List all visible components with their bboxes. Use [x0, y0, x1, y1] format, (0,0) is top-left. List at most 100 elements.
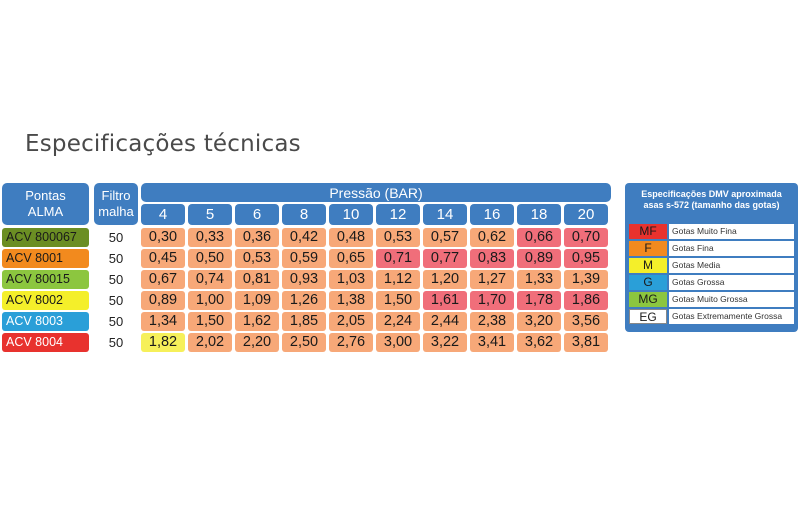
value-cell: 2,76	[329, 333, 373, 352]
legend-label: Gotas Muito Fina	[669, 224, 794, 239]
value-cell: 0,66	[517, 228, 561, 247]
value-cell: 1,38	[329, 291, 373, 310]
value-cell: 3,56	[564, 312, 608, 331]
legend-label: Gotas Muito Grossa	[669, 292, 794, 307]
value-cell: 3,20	[517, 312, 561, 331]
legend-item: MG Gotas Muito Grossa	[629, 292, 794, 307]
value-cell: 0,77	[423, 249, 467, 268]
row-label: ACV 8002	[2, 291, 89, 310]
value-cell: 0,62	[470, 228, 514, 247]
value-cell: 0,59	[282, 249, 326, 268]
legend-label: Gotas Grossa	[669, 275, 794, 290]
legend-item: M Gotas Media	[629, 258, 794, 273]
filtro-value: 50	[108, 335, 124, 350]
value-cell: 1,70	[470, 291, 514, 310]
value-cell: 0,93	[282, 270, 326, 289]
value-cell: 0,74	[188, 270, 232, 289]
value-cell: 0,65	[329, 249, 373, 268]
value-cell: 1,50	[376, 291, 420, 310]
value-cell: 0,53	[376, 228, 420, 247]
pontas-header: Pontas ALMA	[2, 183, 89, 225]
filtro-value: 50	[108, 251, 124, 266]
value-cell: 1,27	[470, 270, 514, 289]
row-label: ACV 8004	[2, 333, 89, 352]
value-cell: 2,24	[376, 312, 420, 331]
legend-code: EG	[629, 309, 667, 324]
value-cell: 0,83	[470, 249, 514, 268]
value-cell: 1,78	[517, 291, 561, 310]
value-cell: 1,20	[423, 270, 467, 289]
value-cell: 1,61	[423, 291, 467, 310]
value-cell: 2,02	[188, 333, 232, 352]
value-cell: 0,81	[235, 270, 279, 289]
value-cell: 1,86	[564, 291, 608, 310]
legend-code: MG	[629, 292, 667, 307]
legend-item: F Gotas Fina	[629, 241, 794, 256]
row-label: ACV 800067	[2, 228, 89, 247]
value-cell: 0,70	[564, 228, 608, 247]
legend-title-line1: Especificações DMV aproximada	[641, 189, 782, 199]
row-label: ACV 8003	[2, 312, 89, 331]
pressure-col-header: 18	[517, 204, 561, 225]
legend-label: Gotas Media	[669, 258, 794, 273]
pontas-header-line2: ALMA	[27, 204, 64, 219]
value-cell: 3,22	[423, 333, 467, 352]
value-cell: 0,42	[282, 228, 326, 247]
legend-item: EG Gotas Extremamente Grossa	[629, 309, 794, 324]
legend-code: MF	[629, 224, 667, 239]
pressure-col-header: 12	[376, 204, 420, 225]
value-cell: 1,33	[517, 270, 561, 289]
value-cell: 0,95	[564, 249, 608, 268]
value-cell: 0,30	[141, 228, 185, 247]
pressure-col-header: 8	[282, 204, 326, 225]
value-cell: 0,71	[376, 249, 420, 268]
value-cell: 1,12	[376, 270, 420, 289]
value-cell: 0,50	[188, 249, 232, 268]
row-label: ACV 8001	[2, 249, 89, 268]
value-cell: 3,41	[470, 333, 514, 352]
filtro-value: 50	[108, 272, 124, 287]
value-cell: 2,44	[423, 312, 467, 331]
value-cell: 2,38	[470, 312, 514, 331]
value-cell: 2,50	[282, 333, 326, 352]
value-cell: 1,62	[235, 312, 279, 331]
value-cell: 2,20	[235, 333, 279, 352]
filtro-value: 50	[108, 230, 124, 245]
value-cell: 1,39	[564, 270, 608, 289]
legend-code: G	[629, 275, 667, 290]
legend-code: M	[629, 258, 667, 273]
value-cell: 1,50	[188, 312, 232, 331]
pressure-col-header: 6	[235, 204, 279, 225]
legend-panel: Especificações DMV aproximada asas s-572…	[625, 183, 798, 332]
page-title: Especificações técnicas	[25, 131, 301, 157]
filtro-value: 50	[108, 293, 124, 308]
value-cell: 0,36	[235, 228, 279, 247]
value-cell: 1,00	[188, 291, 232, 310]
value-cell: 0,89	[141, 291, 185, 310]
legend-title-line2: asas s-572 (tamanho das gotas)	[643, 200, 780, 210]
legend-label: Gotas Fina	[669, 241, 794, 256]
legend-title: Especificações DMV aproximada asas s-572…	[625, 189, 798, 211]
pressure-col-header: 5	[188, 204, 232, 225]
value-cell: 1,03	[329, 270, 373, 289]
pressure-col-header: 16	[470, 204, 514, 225]
legend-item: MF Gotas Muito Fina	[629, 224, 794, 239]
value-cell: 0,57	[423, 228, 467, 247]
value-cell: 0,45	[141, 249, 185, 268]
legend-code: F	[629, 241, 667, 256]
value-cell: 3,62	[517, 333, 561, 352]
value-cell: 0,48	[329, 228, 373, 247]
legend-label: Gotas Extremamente Grossa	[669, 309, 794, 324]
value-cell: 1,09	[235, 291, 279, 310]
value-cell: 1,26	[282, 291, 326, 310]
value-cell: 2,05	[329, 312, 373, 331]
pressure-col-header: 4	[141, 204, 185, 225]
pontas-header-line1: Pontas	[25, 188, 66, 203]
pressao-header: Pressão (BAR)	[141, 183, 611, 202]
filtro-header-line2: malha	[98, 204, 134, 219]
value-cell: 1,85	[282, 312, 326, 331]
pressure-col-header: 10	[329, 204, 373, 225]
value-cell: 1,34	[141, 312, 185, 331]
pressure-col-header: 14	[423, 204, 467, 225]
legend-item: G Gotas Grossa	[629, 275, 794, 290]
